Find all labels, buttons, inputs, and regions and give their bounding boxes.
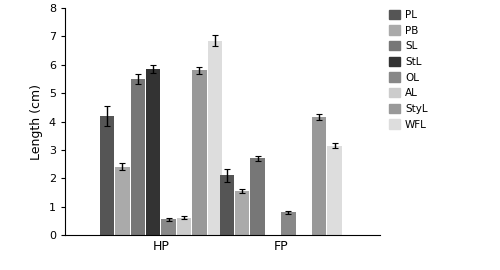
Bar bbox=[312, 117, 326, 235]
Bar bbox=[250, 158, 265, 235]
Bar bbox=[130, 79, 145, 235]
Bar bbox=[162, 219, 176, 235]
Bar bbox=[235, 191, 250, 235]
Bar bbox=[328, 146, 342, 235]
Bar bbox=[100, 116, 114, 235]
Bar bbox=[220, 176, 234, 235]
Bar bbox=[281, 212, 295, 235]
Bar bbox=[192, 70, 206, 235]
Bar bbox=[146, 69, 160, 235]
Bar bbox=[208, 41, 222, 235]
Legend: PL, PB, SL, StL, OL, AL, StyL, WFL: PL, PB, SL, StL, OL, AL, StyL, WFL bbox=[388, 9, 428, 131]
Y-axis label: Length (cm): Length (cm) bbox=[30, 83, 44, 160]
Bar bbox=[177, 218, 191, 235]
Bar bbox=[115, 167, 130, 235]
